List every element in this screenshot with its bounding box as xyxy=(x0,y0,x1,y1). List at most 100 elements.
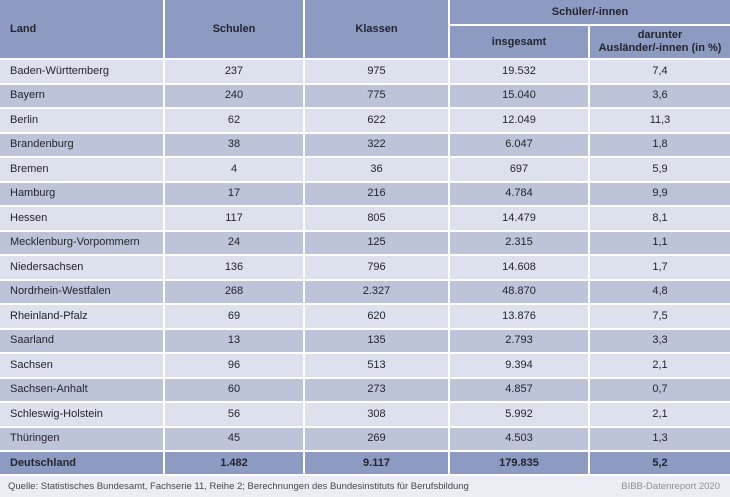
auslaender-cell: 1,1 xyxy=(590,231,730,256)
table-row: Brandenburg 38 322 6.047 1,8 xyxy=(0,133,730,158)
schulen-cell: 62 xyxy=(165,109,305,134)
insgesamt-cell: 4.503 xyxy=(450,427,590,452)
land-cell: Bremen xyxy=(0,158,165,183)
auslaender-cell: 5,2 xyxy=(590,452,730,476)
klassen-cell: 2.327 xyxy=(305,280,450,305)
land-cell: Thüringen xyxy=(0,427,165,452)
schulen-cell: 1.482 xyxy=(165,452,305,476)
schulen-cell: 38 xyxy=(165,133,305,158)
table-row: Berlin 62 622 12.049 11,3 xyxy=(0,109,730,134)
land-cell: Baden-Württemberg xyxy=(0,60,165,85)
schulen-cell: 56 xyxy=(165,403,305,428)
land-cell: Sachsen xyxy=(0,354,165,379)
land-cell: Deutschland xyxy=(0,452,165,476)
schulen-cell: 237 xyxy=(165,60,305,85)
insgesamt-cell: 697 xyxy=(450,158,590,183)
column-header-darunter: darunter Ausländer/-innen (in %) xyxy=(590,26,730,60)
klassen-cell: 36 xyxy=(305,158,450,183)
schulen-cell: 69 xyxy=(165,305,305,330)
insgesamt-cell: 4.857 xyxy=(450,378,590,403)
land-cell: Niedersachsen xyxy=(0,256,165,281)
insgesamt-cell: 12.049 xyxy=(450,109,590,134)
klassen-cell: 775 xyxy=(305,84,450,109)
table-row: Hessen 117 805 14.479 8,1 xyxy=(0,207,730,232)
table-row: Bremen 4 36 697 5,9 xyxy=(0,158,730,183)
schulen-cell: 4 xyxy=(165,158,305,183)
column-group-schueler: Schüler/-innen xyxy=(450,0,730,26)
land-cell: Hessen xyxy=(0,207,165,232)
auslaender-cell: 3,3 xyxy=(590,329,730,354)
insgesamt-cell: 2.793 xyxy=(450,329,590,354)
schulen-cell: 240 xyxy=(165,84,305,109)
table-row: Sachsen-Anhalt 60 273 4.857 0,7 xyxy=(0,378,730,403)
insgesamt-cell: 14.608 xyxy=(450,256,590,281)
table-row: Saarland 13 135 2.793 3,3 xyxy=(0,329,730,354)
auslaender-cell: 5,9 xyxy=(590,158,730,183)
klassen-cell: 125 xyxy=(305,231,450,256)
auslaender-cell: 9,9 xyxy=(590,182,730,207)
klassen-cell: 513 xyxy=(305,354,450,379)
klassen-cell: 796 xyxy=(305,256,450,281)
column-header-schulen: Schulen xyxy=(165,0,305,60)
statistics-table: Land Schulen Klassen Schüler/-innen insg… xyxy=(0,0,730,476)
auslaender-cell: 3,6 xyxy=(590,84,730,109)
insgesamt-cell: 14.479 xyxy=(450,207,590,232)
table-row: Bayern 240 775 15.040 3,6 xyxy=(0,84,730,109)
insgesamt-cell: 5.992 xyxy=(450,403,590,428)
schulen-cell: 136 xyxy=(165,256,305,281)
auslaender-cell: 1,7 xyxy=(590,256,730,281)
source-note: Quelle: Statistisches Bundesamt, Fachser… xyxy=(8,481,469,492)
land-cell: Saarland xyxy=(0,329,165,354)
schulen-cell: 45 xyxy=(165,427,305,452)
column-header-darunter-line2: Ausländer/-innen (in %) xyxy=(598,42,722,54)
insgesamt-cell: 19.532 xyxy=(450,60,590,85)
auslaender-cell: 2,1 xyxy=(590,354,730,379)
land-cell: Bayern xyxy=(0,84,165,109)
table-row: Thüringen 45 269 4.503 1,3 xyxy=(0,427,730,452)
land-cell: Berlin xyxy=(0,109,165,134)
insgesamt-cell: 48.870 xyxy=(450,280,590,305)
column-header-klassen: Klassen xyxy=(305,0,450,60)
klassen-cell: 9.117 xyxy=(305,452,450,476)
table-row: Schleswig-Holstein 56 308 5.992 2,1 xyxy=(0,403,730,428)
column-header-darunter-line1: darunter xyxy=(637,29,683,42)
auslaender-cell: 7,4 xyxy=(590,60,730,85)
klassen-cell: 269 xyxy=(305,427,450,452)
insgesamt-cell: 2.315 xyxy=(450,231,590,256)
report-label: BIBB-Datenreport 2020 xyxy=(621,481,720,492)
land-cell: Mecklenburg-Vorpommern xyxy=(0,231,165,256)
table-body: Baden-Württemberg 237 975 19.532 7,4 Bay… xyxy=(0,60,730,476)
table-row: Mecklenburg-Vorpommern 24 125 2.315 1,1 xyxy=(0,231,730,256)
klassen-cell: 975 xyxy=(305,60,450,85)
table-row: Niedersachsen 136 796 14.608 1,7 xyxy=(0,256,730,281)
schulen-cell: 17 xyxy=(165,182,305,207)
table-row: Hamburg 17 216 4.784 9,9 xyxy=(0,182,730,207)
schulen-cell: 13 xyxy=(165,329,305,354)
klassen-cell: 135 xyxy=(305,329,450,354)
insgesamt-cell: 4.784 xyxy=(450,182,590,207)
insgesamt-cell: 15.040 xyxy=(450,84,590,109)
table-header: Land Schulen Klassen Schüler/-innen insg… xyxy=(0,0,730,60)
column-header-insgesamt: insgesamt xyxy=(450,26,590,60)
insgesamt-cell: 13.876 xyxy=(450,305,590,330)
table-row: Nordrhein-Westfalen 268 2.327 48.870 4,8 xyxy=(0,280,730,305)
insgesamt-cell: 9.394 xyxy=(450,354,590,379)
schulen-cell: 24 xyxy=(165,231,305,256)
schulen-cell: 96 xyxy=(165,354,305,379)
klassen-cell: 622 xyxy=(305,109,450,134)
klassen-cell: 273 xyxy=(305,378,450,403)
klassen-cell: 620 xyxy=(305,305,450,330)
table-row: Sachsen 96 513 9.394 2,1 xyxy=(0,354,730,379)
total-row: Deutschland 1.482 9.117 179.835 5,2 xyxy=(0,452,730,476)
insgesamt-cell: 179.835 xyxy=(450,452,590,476)
schulen-cell: 60 xyxy=(165,378,305,403)
land-cell: Rheinland-Pfalz xyxy=(0,305,165,330)
klassen-cell: 308 xyxy=(305,403,450,428)
klassen-cell: 216 xyxy=(305,182,450,207)
column-header-land: Land xyxy=(0,0,165,60)
schulen-cell: 268 xyxy=(165,280,305,305)
auslaender-cell: 7,5 xyxy=(590,305,730,330)
land-cell: Schleswig-Holstein xyxy=(0,403,165,428)
klassen-cell: 322 xyxy=(305,133,450,158)
auslaender-cell: 2,1 xyxy=(590,403,730,428)
